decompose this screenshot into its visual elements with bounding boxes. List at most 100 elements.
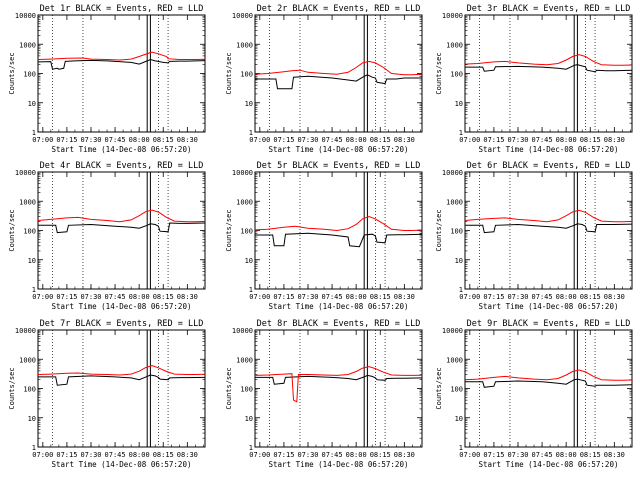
panel-title: Det 6r BLACK = Events, RED = LLD — [467, 161, 631, 171]
x-tick-label: 07:30 — [507, 136, 528, 144]
y-tick-label: 100 — [240, 71, 253, 79]
x-tick-label: 07:45 — [322, 451, 343, 459]
x-tick-label: 07:00 — [459, 293, 480, 301]
y-tick-label: 1000 — [236, 198, 253, 206]
y-axis-label: Counts/sec — [225, 367, 233, 409]
x-tick-label: 08:15 — [370, 136, 391, 144]
y-tick-label: 1 — [249, 444, 253, 452]
y-axis-label: Counts/sec — [225, 209, 233, 251]
x-tick-label: 07:00 — [459, 451, 480, 459]
x-axis-label: Start Time (14-Dec-08 06:57:20) — [479, 302, 619, 311]
x-tick-label: 07:15 — [483, 136, 504, 144]
panel-title: Det 7r BLACK = Events, RED = LLD — [40, 319, 204, 329]
x-tick-label: 07:45 — [322, 293, 343, 301]
lld-series-line — [254, 215, 423, 232]
lld-series-line — [37, 209, 206, 223]
x-tick-label: 07:15 — [273, 451, 294, 459]
y-tick-label: 100 — [23, 71, 36, 79]
y-tick-label: 1 — [249, 286, 253, 294]
y-tick-label: 1000 — [236, 41, 253, 49]
y-axis-label: Counts/sec — [435, 52, 443, 94]
x-tick-label: 07:45 — [105, 136, 126, 144]
y-tick-label: 10000 — [442, 12, 463, 20]
y-tick-label: 10 — [455, 415, 463, 423]
x-tick-label: 07:30 — [297, 136, 318, 144]
x-axis-label: Start Time (14-Dec-08 06:57:20) — [52, 302, 192, 311]
det-panel-3: Det 3r BLACK = Events, RED = LLD 1 10 100 10… — [435, 4, 633, 154]
y-tick-label: 10000 — [15, 327, 36, 335]
y-tick-label: 10 — [245, 415, 253, 423]
events-series-line — [38, 222, 206, 234]
x-tick-label: 07:45 — [322, 136, 343, 144]
plot-frame — [464, 14, 633, 133]
x-tick-label: 07:30 — [80, 451, 101, 459]
y-axis-label: Counts/sec — [435, 367, 443, 409]
y-tick-label: 100 — [450, 386, 463, 394]
x-tick-label: 07:00 — [32, 293, 53, 301]
panel-title: Det 2r BLACK = Events, RED = LLD — [257, 4, 421, 14]
x-axis-label: Start Time (14-Dec-08 06:57:20) — [479, 145, 619, 154]
x-tick-label: 07:15 — [56, 136, 77, 144]
y-tick-label: 100 — [240, 228, 253, 236]
det-panel-7: Det 7r BLACK = Events, RED = LLD 1 10 100 10… — [8, 319, 206, 469]
x-tick-label: 08:15 — [153, 451, 174, 459]
y-axis-label: Counts/sec — [8, 367, 16, 409]
x-axis-label: Start Time (14-Dec-08 06:57:20) — [269, 145, 409, 154]
det-panel-9: Det 9r BLACK = Events, RED = LLD 1 10 100 10… — [435, 319, 633, 469]
y-tick-label: 1000 — [236, 356, 253, 364]
events-series-line — [465, 378, 633, 388]
y-tick-label: 10000 — [232, 169, 253, 177]
x-tick-label: 07:30 — [507, 293, 528, 301]
panel-title: Det 5r BLACK = Events, RED = LLD — [257, 161, 421, 171]
x-tick-label: 08:00 — [346, 136, 367, 144]
plot-frame — [37, 171, 206, 290]
x-tick-label: 07:00 — [249, 293, 270, 301]
x-tick-label: 07:45 — [532, 293, 553, 301]
det-panel-6: Det 6r BLACK = Events, RED = LLD 1 10 100 10… — [435, 161, 633, 311]
x-tick-label: 08:15 — [153, 136, 174, 144]
x-tick-label: 08:30 — [604, 293, 625, 301]
x-tick-label: 07:30 — [80, 293, 101, 301]
y-tick-label: 1 — [32, 129, 36, 137]
lld-series-line — [37, 51, 206, 61]
x-tick-label: 07:30 — [297, 293, 318, 301]
x-tick-label: 08:00 — [129, 451, 150, 459]
x-tick-label: 08:30 — [177, 293, 198, 301]
x-tick-label: 07:15 — [56, 451, 77, 459]
x-tick-label: 08:30 — [394, 293, 415, 301]
x-tick-label: 07:30 — [80, 136, 101, 144]
y-tick-label: 10 — [455, 100, 463, 108]
det-panel-2: Det 2r BLACK = Events, RED = LLD 1 10 100 10… — [225, 4, 423, 154]
y-tick-label: 10 — [28, 415, 36, 423]
x-tick-label: 08:15 — [580, 451, 601, 459]
y-tick-label: 1000 — [19, 356, 36, 364]
det-panel-1: Det 1r BLACK = Events, RED = LLD 1 10 100 10… — [8, 4, 206, 154]
y-tick-label: 1000 — [19, 198, 36, 206]
panel-title: Det 1r BLACK = Events, RED = LLD — [40, 4, 204, 14]
events-series-line — [38, 374, 206, 386]
events-series-line — [465, 64, 633, 73]
y-tick-label: 1000 — [446, 198, 463, 206]
x-axis-label: Start Time (14-Dec-08 06:57:20) — [269, 460, 409, 469]
x-tick-label: 07:00 — [459, 136, 480, 144]
events-series-line — [465, 223, 633, 234]
x-tick-label: 08:00 — [556, 136, 577, 144]
y-tick-label: 10 — [28, 100, 36, 108]
x-tick-label: 08:30 — [177, 136, 198, 144]
x-tick-label: 08:30 — [394, 451, 415, 459]
y-tick-label: 10 — [455, 257, 463, 265]
y-tick-label: 1000 — [446, 41, 463, 49]
y-tick-label: 1 — [459, 444, 463, 452]
y-tick-label: 10000 — [442, 327, 463, 335]
y-tick-label: 1000 — [446, 356, 463, 364]
y-tick-label: 100 — [450, 228, 463, 236]
events-series-line — [255, 232, 423, 248]
panel-title: Det 8r BLACK = Events, RED = LLD — [257, 319, 421, 329]
x-tick-label: 08:30 — [177, 451, 198, 459]
panel-title: Det 9r BLACK = Events, RED = LLD — [467, 319, 631, 329]
y-tick-label: 10000 — [442, 169, 463, 177]
y-tick-label: 1 — [32, 444, 36, 452]
x-tick-label: 07:15 — [273, 136, 294, 144]
x-tick-label: 07:00 — [32, 136, 53, 144]
